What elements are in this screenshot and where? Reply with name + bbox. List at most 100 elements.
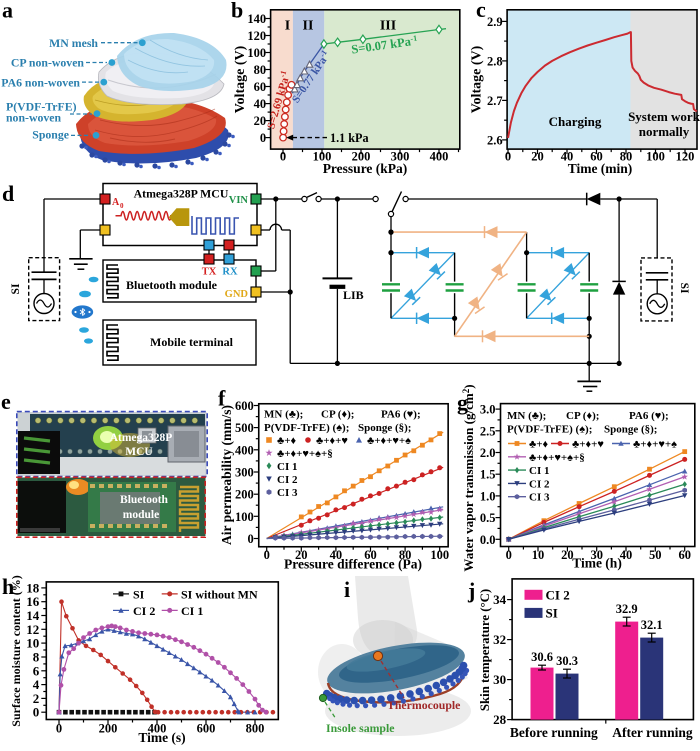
svg-text:60: 60 [590,150,603,164]
svg-text:2.6: 2.6 [487,133,503,147]
svg-text:Time (s): Time (s) [138,730,185,745]
svg-text:20: 20 [254,114,267,128]
svg-text:CI 2: CI 2 [277,474,298,486]
svg-text:Charging: Charging [549,114,602,129]
svg-text:a: a [2,0,13,23]
svg-text:80: 80 [399,548,412,562]
svg-text:20: 20 [295,548,308,562]
svg-text:120: 120 [676,150,695,164]
svg-text:34: 34 [493,592,507,607]
svg-text:2.5: 2.5 [480,424,496,438]
svg-text:After running: After running [612,725,693,740]
svg-text:P(VDF-TrFE): P(VDF-TrFE) [6,100,77,114]
svg-text:Skin temperature (°C): Skin temperature (°C) [478,589,492,711]
svg-text:CI 3: CI 3 [529,492,550,504]
svg-text:12: 12 [26,622,39,637]
svg-text:Sponge (§);: Sponge (§); [604,424,657,436]
svg-text:60: 60 [678,548,691,562]
svg-text:8: 8 [33,650,40,665]
svg-text:10: 10 [532,548,545,562]
svg-text:100: 100 [247,46,266,60]
svg-text:0: 0 [264,548,270,562]
svg-text:Voltage (V): Voltage (V) [233,45,248,113]
svg-text:CI 1: CI 1 [277,461,297,473]
svg-text:II: II [303,19,314,34]
svg-text:Sponge: Sponge [32,128,69,142]
svg-text:LIB: LIB [343,288,364,302]
svg-text:80: 80 [620,150,633,164]
svg-text:non-woven: non-woven [6,111,62,125]
svg-text:0.0: 0.0 [480,533,496,547]
svg-text:80: 80 [254,63,267,77]
svg-text:0: 0 [120,202,124,210]
svg-text:100: 100 [235,510,254,524]
svg-text:Water vapor transmission (g/cm: Water vapor transmission (g/cm2) [461,384,476,571]
svg-text:♣+♦+♥+♠: ♣+♦+♥+♠ [367,435,411,447]
svg-text:30.6: 30.6 [531,650,553,664]
svg-text:c: c [476,0,486,22]
svg-text:200: 200 [235,488,254,502]
svg-text:120: 120 [247,29,266,43]
svg-text:VIN: VIN [229,195,249,206]
svg-text:RX: RX [222,267,238,278]
svg-text:b: b [231,0,243,23]
svg-text:Thermocouple: Thermocouple [387,698,460,712]
svg-text:Mobile terminal: Mobile terminal [150,335,234,349]
svg-text:♣+♦: ♣+♦ [529,439,548,451]
svg-text:2.7: 2.7 [487,94,503,108]
svg-text:♣+♦+♥+♠+§: ♣+♦+♥+♠+§ [529,452,585,464]
svg-text:CI 1: CI 1 [181,604,203,618]
svg-text:MN (♣);: MN (♣); [507,410,546,422]
svg-text:PA6 non-woven: PA6 non-woven [1,76,80,90]
svg-text:normally: normally [639,124,690,139]
svg-text:CI 3: CI 3 [277,487,298,499]
svg-text:g: g [457,390,468,415]
svg-text:200: 200 [99,722,118,736]
svg-text:CI 2: CI 2 [529,478,550,490]
svg-text:h: h [2,574,14,599]
svg-text:CP (♦);: CP (♦); [566,410,599,422]
svg-text:Before running: Before running [510,725,598,740]
svg-text:I: I [285,19,290,34]
svg-text:300: 300 [235,466,254,480]
svg-text:i: i [344,577,350,602]
svg-text:Sponge (§);: Sponge (§); [358,422,411,434]
svg-text:j: j [467,578,475,603]
svg-text:SI: SI [546,605,558,620]
svg-text:e: e [1,389,11,414]
svg-text:CI 2: CI 2 [133,604,155,618]
svg-text:Insole sample: Insole sample [326,721,395,735]
svg-text:600: 600 [197,722,216,736]
svg-text:14: 14 [26,608,40,623]
svg-text:6: 6 [33,663,40,678]
svg-text:MCU: MCU [125,446,153,458]
svg-text:0: 0 [506,548,512,562]
svg-text:400: 400 [148,722,167,736]
svg-text:♣+♦+♥+♠: ♣+♦+♥+♠ [633,439,677,451]
svg-text:Atmega328P MCU: Atmega328P MCU [134,187,229,201]
svg-text:Time (h): Time (h) [572,556,622,571]
svg-text:CP (♦);: CP (♦); [321,408,354,420]
svg-text:d: d [2,181,14,206]
svg-text:SI: SI [133,587,145,601]
svg-text:SI without MN: SI without MN [181,587,258,601]
svg-text:P(VDF-TrFE) (♠);: P(VDF-TrFE) (♠); [264,422,349,434]
svg-text:10: 10 [26,636,39,651]
svg-text:3.0: 3.0 [480,403,496,417]
svg-text:20: 20 [561,548,574,562]
svg-text:32: 32 [493,632,506,647]
svg-text:30: 30 [590,548,603,562]
svg-text:32.1: 32.1 [641,618,663,632]
svg-text:1.0: 1.0 [480,489,496,503]
svg-text:CP non-woven: CP non-woven [11,56,85,70]
svg-text:2: 2 [33,691,40,706]
svg-text:Pressure difference (Pa): Pressure difference (Pa) [284,557,422,572]
svg-text:18: 18 [26,580,40,595]
svg-text:III: III [380,19,396,34]
svg-text:CI 1: CI 1 [529,465,549,477]
svg-text:SI: SI [10,283,22,294]
svg-text:0: 0 [280,150,286,164]
svg-text:800: 800 [246,722,265,736]
svg-text:PA6 (♥);: PA6 (♥); [381,408,421,420]
svg-text:CI 2: CI 2 [546,587,570,602]
